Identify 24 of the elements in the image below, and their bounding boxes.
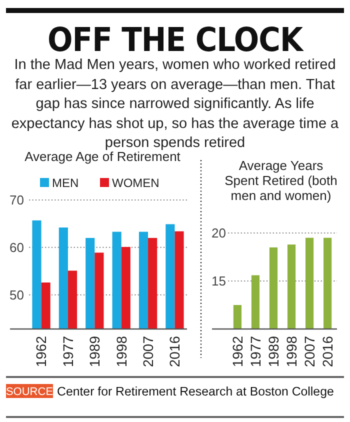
x-tick-label: 2016 [319, 336, 336, 368]
x-tick-label: 1962 [33, 336, 50, 368]
x-axis-title: Average Age of Retirement [24, 149, 181, 164]
chart-title: OFF THE CLOCK [48, 20, 304, 59]
y-tick-label: 60 [10, 240, 24, 255]
x-tick-label: 1989 [265, 336, 282, 368]
y-tick-label: 70 [10, 192, 24, 208]
y-tick-label: 20 [212, 226, 226, 241]
x-tick-label: 1998 [113, 336, 130, 368]
chart-subtitle: In the Mad Men years, women who worked retired far earlier—13 years on average—than men. That gap has since narrowed significantly. As life expectancy has shot up, so has the average time a person spends retired [11, 57, 339, 151]
legend-label: WOMEN [112, 176, 160, 190]
x-tick-label: 1977 [247, 336, 264, 368]
x-tick-label: 1998 [283, 336, 300, 368]
legend-label: MEN [52, 176, 79, 190]
x-tick-label: 1977 [60, 336, 76, 368]
x-tick-label: 2007 [301, 336, 318, 368]
chart-title: Average Years Spent Retired (both men and women) [224, 158, 338, 203]
x-tick-label: 2016 [166, 336, 183, 368]
y-tick-label: 50 [10, 287, 24, 302]
x-tick-label: 1989 [86, 336, 103, 368]
x-tick-label: 2007 [140, 336, 156, 368]
text: Center for Retirement Research at Boston College [57, 384, 334, 398]
x-tick-label: 1962 [229, 336, 246, 368]
y-tick-label: 15 [212, 274, 226, 289]
